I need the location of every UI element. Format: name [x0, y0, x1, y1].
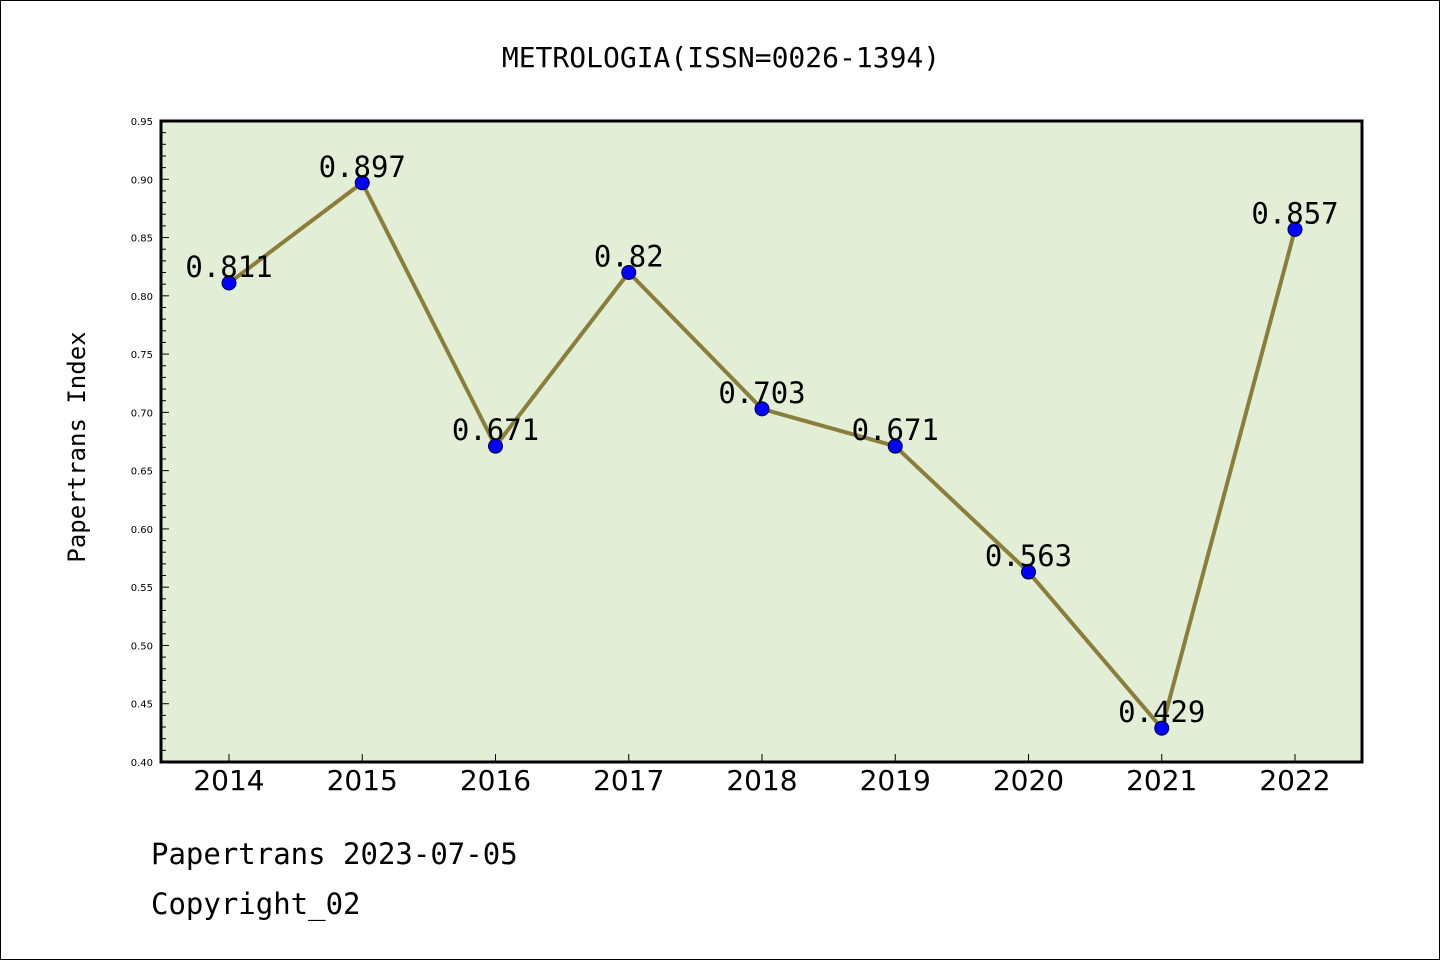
data-label: 0.563 [985, 539, 1072, 573]
y-axis-ticks: 0.40 0.45 0.50 0.55 0.60 0.65 0.70 0.75 0.80 0.85… [131, 117, 169, 769]
x-tick-label: 2016 [460, 764, 531, 797]
series-layer: 0.811 0.897 0.671 0.82 0.703 0.671 0.563 0.429 0… [185, 150, 1339, 736]
data-point [1021, 564, 1036, 580]
y-tick-label: 0.70 [131, 408, 153, 419]
data-label: 0.429 [1118, 695, 1205, 729]
data-label: 0.703 [718, 376, 805, 410]
y-tick-label: 0.45 [131, 700, 153, 711]
data-point [754, 401, 770, 417]
data-point [1154, 720, 1170, 736]
data-point [887, 438, 903, 454]
y-tick-label: 0.55 [131, 583, 153, 594]
chart-title: METROLOGIA(ISSN=0026-1394) [502, 41, 940, 74]
y-tick-label: 0.40 [131, 758, 153, 769]
x-axis-ticks: 2014 2015 2016 2017 2018 2019 2020 2021 2022 [193, 754, 1331, 797]
x-tick-label: 2021 [1126, 764, 1197, 797]
data-point [488, 438, 503, 454]
plot-area [159, 119, 1364, 764]
data-label: 0.857 [1251, 196, 1338, 230]
y-axis-label: Papertrans Index [63, 331, 91, 562]
y-tick-label: 0.90 [131, 175, 153, 186]
data-point [221, 275, 237, 291]
data-point [1287, 221, 1303, 237]
y-tick-label: 0.95 [131, 117, 153, 128]
y-tick-label: 0.75 [131, 350, 153, 361]
data-label: 0.897 [319, 150, 406, 184]
x-tick-label: 2022 [1259, 764, 1330, 797]
data-label: 0.671 [852, 413, 939, 447]
y-tick-label: 0.80 [131, 292, 153, 303]
x-tick-label: 2020 [993, 764, 1064, 797]
x-tick-label: 2017 [593, 764, 664, 797]
x-tick-label: 2019 [860, 764, 931, 797]
x-tick-label: 2015 [327, 764, 398, 797]
y-tick-label: 0.60 [131, 525, 153, 536]
footer-copyright: Copyright_02 [151, 887, 361, 921]
data-point [354, 175, 370, 191]
data-label: 0.82 [594, 240, 664, 274]
data-label: 0.671 [452, 413, 539, 447]
data-point [621, 265, 637, 281]
y-tick-label: 0.65 [131, 467, 153, 478]
y-tick-label: 0.85 [131, 234, 153, 245]
x-tick-label: 2014 [193, 764, 264, 797]
x-tick-label: 2018 [726, 764, 797, 797]
footer-date: Papertrans 2023-07-05 [151, 837, 518, 871]
y-tick-label: 0.50 [131, 641, 153, 652]
data-label: 0.811 [185, 250, 272, 284]
